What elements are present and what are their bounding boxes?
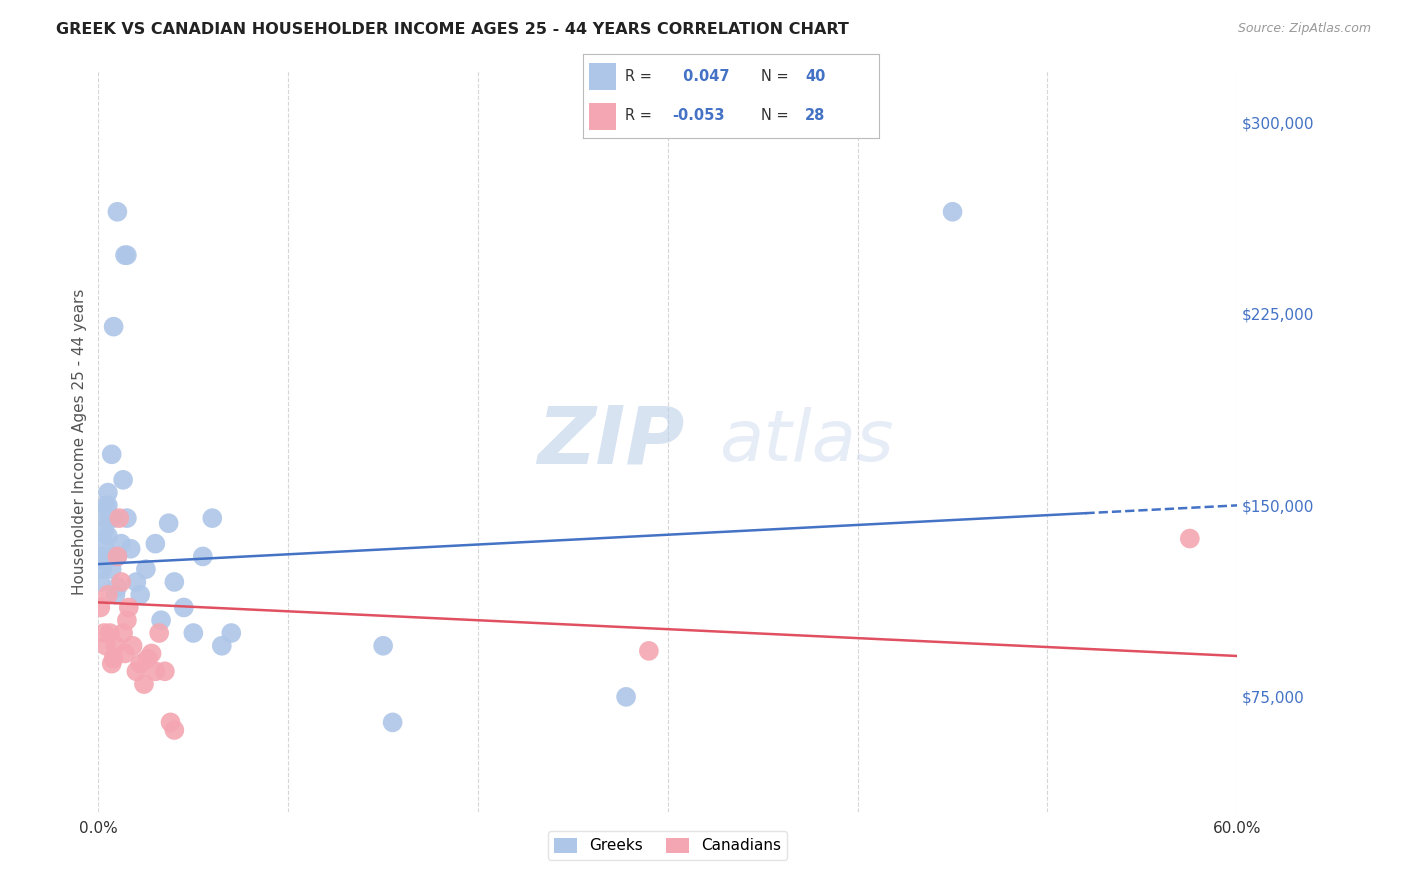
Point [93, 626, 115, 640]
Legend: Greeks, Canadians: Greeks, Canadians [548, 831, 787, 860]
Text: -0.053: -0.053 [672, 108, 724, 123]
Point [89, 600, 111, 615]
Point [136, 651, 159, 665]
Point [94, 499, 117, 513]
Point [107, 549, 129, 564]
Text: atlas: atlas [718, 407, 894, 476]
Text: ZIP: ZIP [537, 402, 685, 481]
Point [110, 574, 132, 589]
Point [153, 665, 176, 679]
Point [157, 516, 180, 531]
Point [97, 529, 120, 543]
Point [100, 657, 122, 671]
Point [107, 549, 129, 564]
Point [150, 613, 173, 627]
Point [103, 319, 125, 334]
Point [97, 499, 120, 513]
Bar [589, 103, 616, 130]
Point [112, 473, 135, 487]
Point [381, 715, 404, 730]
Point [115, 613, 138, 627]
Point [201, 511, 224, 525]
Point [221, 626, 243, 640]
Point [100, 447, 122, 461]
Text: 40: 40 [804, 69, 825, 84]
Point [614, 690, 637, 704]
Point [93, 555, 115, 569]
Point [89, 574, 111, 589]
Point [145, 665, 167, 679]
Point [942, 204, 965, 219]
Point [183, 626, 205, 640]
Point [104, 588, 127, 602]
Point [159, 715, 181, 730]
Point [91, 549, 114, 564]
Point [125, 665, 148, 679]
Text: 28: 28 [804, 108, 825, 123]
Point [98, 549, 121, 564]
Point [121, 639, 143, 653]
Point [114, 248, 136, 262]
Point [129, 588, 152, 602]
Point [108, 511, 131, 525]
Text: 0.047: 0.047 [678, 69, 730, 84]
Point [163, 723, 186, 737]
Text: R =: R = [624, 108, 652, 123]
Point [191, 549, 214, 564]
Text: GREEK VS CANADIAN HOUSEHOLDER INCOME AGES 25 - 44 YEARS CORRELATION CHART: GREEK VS CANADIAN HOUSEHOLDER INCOME AGE… [56, 22, 849, 37]
Point [91, 562, 114, 576]
Text: N =: N = [761, 108, 789, 123]
Point [94, 639, 117, 653]
Point [107, 580, 129, 594]
Point [1178, 532, 1201, 546]
Point [114, 647, 136, 661]
Text: R =: R = [624, 69, 652, 84]
Point [371, 639, 394, 653]
Point [135, 562, 157, 576]
Point [93, 524, 115, 538]
Point [104, 639, 127, 653]
Point [97, 485, 120, 500]
Point [115, 511, 138, 525]
Point [211, 639, 233, 653]
Point [103, 651, 125, 665]
Point [129, 657, 152, 671]
Point [98, 626, 121, 640]
Bar [589, 62, 616, 90]
Point [110, 536, 132, 550]
Point [141, 647, 163, 661]
Point [97, 588, 120, 602]
Point [148, 626, 170, 640]
Point [100, 562, 122, 576]
Text: Source: ZipAtlas.com: Source: ZipAtlas.com [1237, 22, 1371, 36]
Point [163, 574, 186, 589]
Point [173, 600, 195, 615]
Point [103, 511, 125, 525]
Point [115, 248, 138, 262]
Point [132, 677, 155, 691]
Point [120, 541, 142, 556]
Point [125, 574, 148, 589]
Point [638, 644, 661, 658]
Y-axis label: Householder Income Ages 25 - 44 years: Householder Income Ages 25 - 44 years [72, 288, 87, 595]
Point [93, 536, 115, 550]
Point [107, 204, 129, 219]
Text: N =: N = [761, 69, 789, 84]
Point [94, 511, 117, 525]
Point [98, 511, 121, 525]
Point [145, 536, 167, 550]
Point [112, 626, 135, 640]
Point [118, 600, 141, 615]
